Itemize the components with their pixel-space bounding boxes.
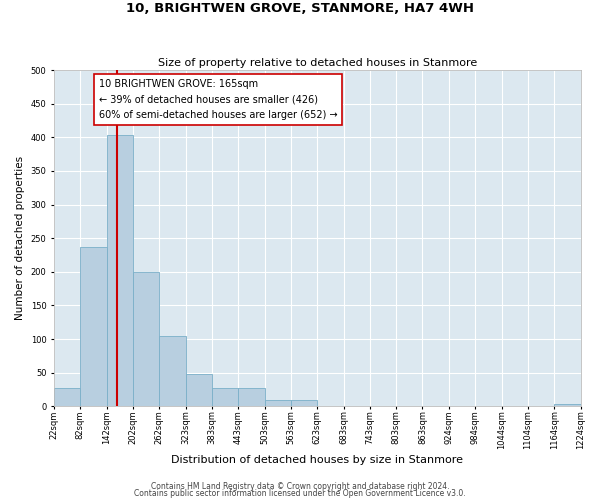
Bar	[159, 336, 186, 406]
Text: Contains public sector information licensed under the Open Government Licence v3: Contains public sector information licen…	[134, 489, 466, 498]
Bar	[54, 388, 80, 406]
Text: 10, BRIGHTWEN GROVE, STANMORE, HA7 4WH: 10, BRIGHTWEN GROVE, STANMORE, HA7 4WH	[126, 2, 474, 16]
Text: 10 BRIGHTWEN GROVE: 165sqm
← 39% of detached houses are smaller (426)
60% of sem: 10 BRIGHTWEN GROVE: 165sqm ← 39% of deta…	[99, 78, 337, 120]
Bar	[265, 400, 291, 406]
Bar	[133, 272, 159, 406]
Bar	[212, 388, 238, 406]
Bar	[554, 404, 581, 406]
Bar	[238, 388, 265, 406]
X-axis label: Distribution of detached houses by size in Stanmore: Distribution of detached houses by size …	[171, 455, 463, 465]
Bar	[291, 400, 317, 406]
Bar	[107, 136, 133, 406]
Text: Contains HM Land Registry data © Crown copyright and database right 2024.: Contains HM Land Registry data © Crown c…	[151, 482, 449, 491]
Bar	[186, 374, 212, 406]
Bar	[80, 247, 107, 406]
Y-axis label: Number of detached properties: Number of detached properties	[15, 156, 25, 320]
Title: Size of property relative to detached houses in Stanmore: Size of property relative to detached ho…	[158, 58, 477, 68]
